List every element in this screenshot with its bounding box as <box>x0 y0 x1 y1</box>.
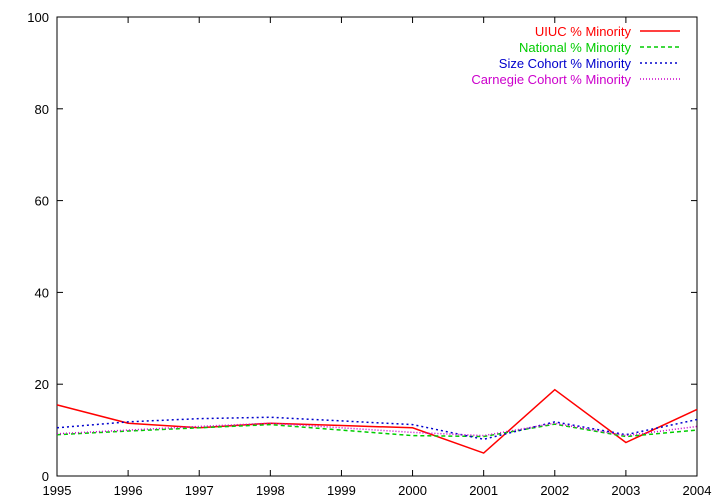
legend-label-3: Carnegie Cohort % Minority <box>471 72 631 87</box>
series-line-2 <box>56 416 698 441</box>
y-tick-label: 60 <box>35 194 49 209</box>
legend-label-2: Size Cohort % Minority <box>499 56 632 71</box>
series-line-0 <box>56 388 698 454</box>
x-tick-label: 2002 <box>540 483 569 498</box>
plot-frame <box>56 16 698 477</box>
x-tick-label: 1998 <box>256 483 285 498</box>
legend-label-0: UIUC % Minority <box>535 24 632 39</box>
y-tick-label: 80 <box>35 102 49 117</box>
axis-ticks: 0 20 40 60 80 100 1995 1996 1997 1998 1999 2000 2001… <box>27 10 711 498</box>
x-tick-label: 2003 <box>611 483 640 498</box>
x-tick-label: 1995 <box>43 483 72 498</box>
x-tick-label: 2004 <box>683 483 712 498</box>
x-tick-label: 1999 <box>327 483 356 498</box>
x-tick-label: 1996 <box>114 483 143 498</box>
y-tick-label: 0 <box>42 469 49 484</box>
x-tick-label: 2001 <box>469 483 498 498</box>
legend-label-1: National % Minority <box>519 40 631 55</box>
series-group <box>56 388 698 454</box>
x-tick-label: 1997 <box>185 483 214 498</box>
x-tick-label: 2000 <box>398 483 427 498</box>
y-tick-label: 100 <box>27 10 49 25</box>
y-tick-label: 20 <box>35 377 49 392</box>
series-line-1 <box>56 423 698 438</box>
y-tick-label: 40 <box>35 285 49 300</box>
